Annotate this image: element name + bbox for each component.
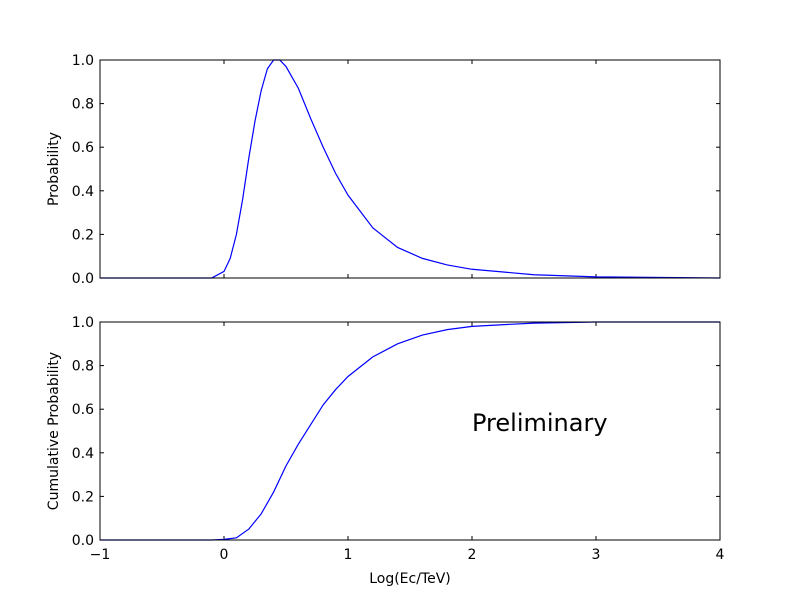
y-tick-label: 0.2 (72, 489, 94, 505)
y-axis-label: Cumulative Probability (46, 352, 62, 510)
y-tick-label: 0.0 (72, 271, 94, 287)
y-tick-label: 0.4 (72, 184, 94, 200)
x-tick-label: −1 (90, 547, 111, 563)
y-tick-label: 0.0 (72, 533, 94, 549)
x-tick-label: 0 (220, 547, 229, 563)
y-tick-label: 0.8 (72, 359, 94, 375)
y-tick-label: 0.4 (72, 446, 94, 462)
y-tick-label: 0.8 (72, 97, 94, 113)
line (100, 59, 721, 279)
y-tick-label: 0.6 (72, 140, 94, 156)
y-tick-label: 0.2 (72, 227, 94, 243)
y-tick-label: 1.0 (72, 315, 94, 331)
x-axis-label: Log(Ec/TeV) (369, 571, 451, 587)
x-tick-label: 3 (592, 547, 601, 563)
x-tick-label: 2 (468, 547, 477, 563)
x-tick-label: 4 (716, 547, 725, 563)
annotation: Preliminary (472, 409, 608, 437)
plot-frame (99, 59, 721, 279)
y-tick-label: 1.0 (72, 53, 94, 69)
x-tick-label: 1 (344, 547, 353, 563)
y-tick-label: 0.6 (72, 402, 94, 418)
line (100, 321, 720, 541)
plot-frame (99, 321, 721, 541)
y-axis-label: Probability (46, 132, 62, 206)
